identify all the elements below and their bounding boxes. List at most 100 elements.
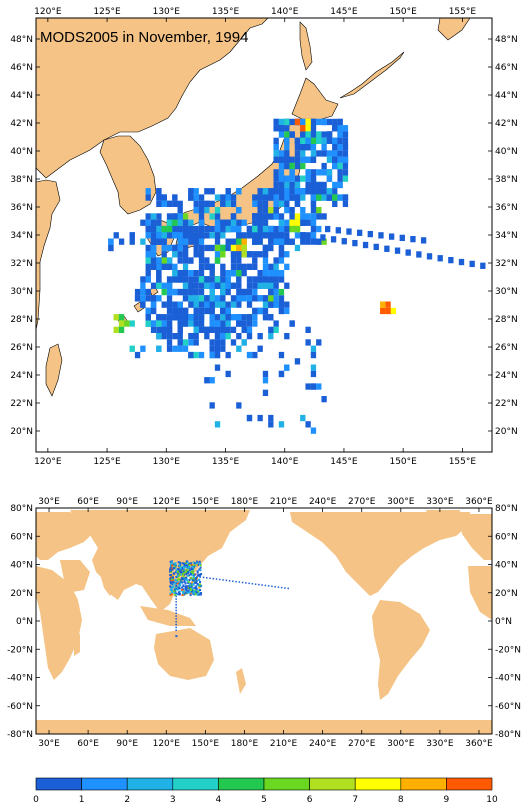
data-cell bbox=[262, 276, 269, 283]
data-cell bbox=[316, 339, 322, 346]
data-cell bbox=[284, 263, 290, 270]
data-cell bbox=[196, 571, 199, 574]
land-taiwan bbox=[45, 343, 63, 397]
data-cell bbox=[310, 200, 317, 207]
data-cell bbox=[246, 225, 253, 233]
lat-tick-label-right: 46°N bbox=[495, 63, 518, 73]
data-cell bbox=[209, 301, 215, 308]
data-cell bbox=[193, 593, 196, 596]
data-cell bbox=[171, 577, 174, 580]
data-cell bbox=[284, 238, 290, 245]
data-cell bbox=[262, 225, 269, 233]
data-cell bbox=[236, 244, 242, 252]
data-cell bbox=[310, 137, 317, 144]
data-cell bbox=[305, 213, 311, 220]
data-cell bbox=[193, 573, 196, 576]
data-cell bbox=[278, 118, 285, 126]
lat-tick-label-left: 48°N bbox=[10, 35, 33, 45]
data-cell bbox=[184, 591, 187, 594]
colorbar-segment bbox=[218, 777, 265, 791]
data-cell bbox=[166, 345, 173, 352]
data-cell bbox=[182, 282, 189, 289]
data-cell bbox=[200, 592, 203, 595]
data-cell bbox=[252, 194, 258, 201]
data-cell bbox=[182, 567, 185, 570]
lat-tick-label-right: 34°N bbox=[495, 231, 518, 241]
data-cell bbox=[170, 561, 173, 564]
data-cell bbox=[169, 580, 172, 583]
data-cell bbox=[188, 188, 194, 195]
data-cell bbox=[214, 251, 221, 258]
data-cell bbox=[192, 569, 195, 572]
data-cell bbox=[289, 162, 295, 170]
lon-tick-label-bottom: 270°E bbox=[348, 739, 376, 749]
data-cell bbox=[273, 288, 279, 296]
data-cell bbox=[197, 590, 200, 593]
data-cell bbox=[193, 295, 199, 302]
lat-tick-label-right: 42°N bbox=[495, 119, 518, 129]
data-cell bbox=[220, 295, 226, 302]
data-cell bbox=[181, 581, 184, 584]
data-cell bbox=[257, 213, 263, 220]
data-cell bbox=[337, 144, 343, 151]
data-cell bbox=[198, 320, 205, 327]
data-cell bbox=[337, 137, 343, 144]
data-cell bbox=[273, 188, 279, 195]
data-cell bbox=[310, 219, 317, 226]
data-cell bbox=[321, 131, 327, 138]
data-cell bbox=[273, 150, 279, 157]
data-cell bbox=[176, 580, 179, 583]
data-cell bbox=[172, 251, 178, 258]
data-cell bbox=[257, 200, 263, 207]
data-cell bbox=[232, 580, 234, 582]
data-cell bbox=[174, 589, 177, 592]
data-cell bbox=[145, 270, 151, 277]
data-cell bbox=[262, 251, 269, 258]
data-cell bbox=[294, 232, 301, 239]
data-cell bbox=[284, 131, 290, 138]
data-cell bbox=[230, 200, 237, 207]
data-cell bbox=[145, 288, 151, 296]
data-cell bbox=[140, 345, 146, 352]
data-cell bbox=[172, 200, 178, 207]
data-cell bbox=[305, 238, 311, 245]
data-cell bbox=[273, 175, 279, 182]
data-cell bbox=[278, 169, 285, 176]
data-cell bbox=[310, 169, 317, 176]
data-cell bbox=[188, 565, 191, 568]
data-cell bbox=[257, 414, 263, 422]
data-cell bbox=[177, 326, 183, 333]
data-cell bbox=[175, 601, 177, 603]
data-cell bbox=[166, 288, 173, 296]
data-cell bbox=[246, 276, 253, 283]
data-cell bbox=[342, 144, 349, 151]
data-cell bbox=[189, 594, 192, 597]
data-cell bbox=[156, 225, 162, 233]
data-cell bbox=[204, 301, 210, 308]
data-cell bbox=[188, 339, 194, 346]
data-cell bbox=[204, 295, 210, 302]
data-cell bbox=[173, 588, 176, 591]
data-cell bbox=[189, 562, 192, 565]
data-cell bbox=[219, 578, 221, 581]
data-cell bbox=[273, 238, 279, 245]
data-cell bbox=[273, 225, 279, 233]
data-cell bbox=[230, 263, 237, 270]
data-cell bbox=[252, 314, 258, 321]
data-cell bbox=[195, 585, 198, 588]
colorbar-label: 1 bbox=[79, 795, 85, 805]
data-cell bbox=[193, 586, 196, 589]
data-cell bbox=[278, 370, 285, 378]
data-cell bbox=[321, 396, 327, 403]
data-cell bbox=[209, 326, 215, 333]
data-cell bbox=[174, 586, 177, 589]
data-cell bbox=[330, 236, 337, 243]
data-cell bbox=[206, 577, 208, 579]
data-cell bbox=[161, 251, 167, 258]
lat-tick-label-left: 28°N bbox=[10, 315, 33, 325]
data-cell bbox=[305, 188, 311, 195]
data-cell bbox=[252, 213, 258, 220]
data-cell bbox=[257, 307, 263, 315]
data-cell bbox=[300, 137, 306, 144]
data-cell bbox=[268, 414, 274, 422]
